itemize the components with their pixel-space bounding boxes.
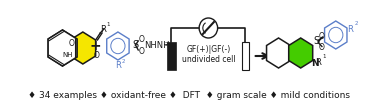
- Text: O: O: [94, 51, 99, 60]
- Bar: [242, 42, 249, 70]
- Text: undivided cell: undivided cell: [181, 56, 235, 64]
- Text: NH: NH: [62, 52, 73, 58]
- Text: 2: 2: [165, 43, 169, 48]
- Polygon shape: [107, 32, 129, 60]
- Polygon shape: [266, 38, 291, 68]
- Text: NHNH: NHNH: [144, 40, 169, 49]
- Text: R: R: [100, 25, 106, 34]
- Text: S: S: [313, 37, 319, 47]
- Polygon shape: [48, 30, 77, 66]
- Text: R: R: [115, 61, 121, 71]
- Text: O: O: [319, 43, 325, 52]
- Text: R: R: [315, 58, 321, 67]
- Text: GF(+)|GF(-): GF(+)|GF(-): [186, 45, 231, 55]
- Text: +: +: [89, 39, 101, 53]
- Text: R: R: [348, 25, 353, 33]
- Polygon shape: [70, 32, 96, 64]
- Circle shape: [199, 18, 218, 38]
- Text: O: O: [69, 38, 75, 48]
- Text: 1: 1: [107, 22, 110, 27]
- Polygon shape: [289, 38, 313, 68]
- Text: S: S: [133, 40, 139, 50]
- Text: N: N: [311, 59, 318, 68]
- Bar: [167, 42, 176, 70]
- Text: ♦ 34 examples ♦ oxidant-free ♦  DFT  ♦ gram scale ♦ mild conditions: ♦ 34 examples ♦ oxidant-free ♦ DFT ♦ gra…: [28, 91, 350, 100]
- Text: 1: 1: [322, 55, 325, 60]
- Text: O: O: [138, 36, 144, 44]
- Polygon shape: [325, 21, 347, 49]
- Text: O: O: [319, 32, 325, 41]
- Text: 2: 2: [122, 59, 125, 64]
- Text: O: O: [138, 47, 144, 56]
- Text: 2: 2: [354, 21, 358, 26]
